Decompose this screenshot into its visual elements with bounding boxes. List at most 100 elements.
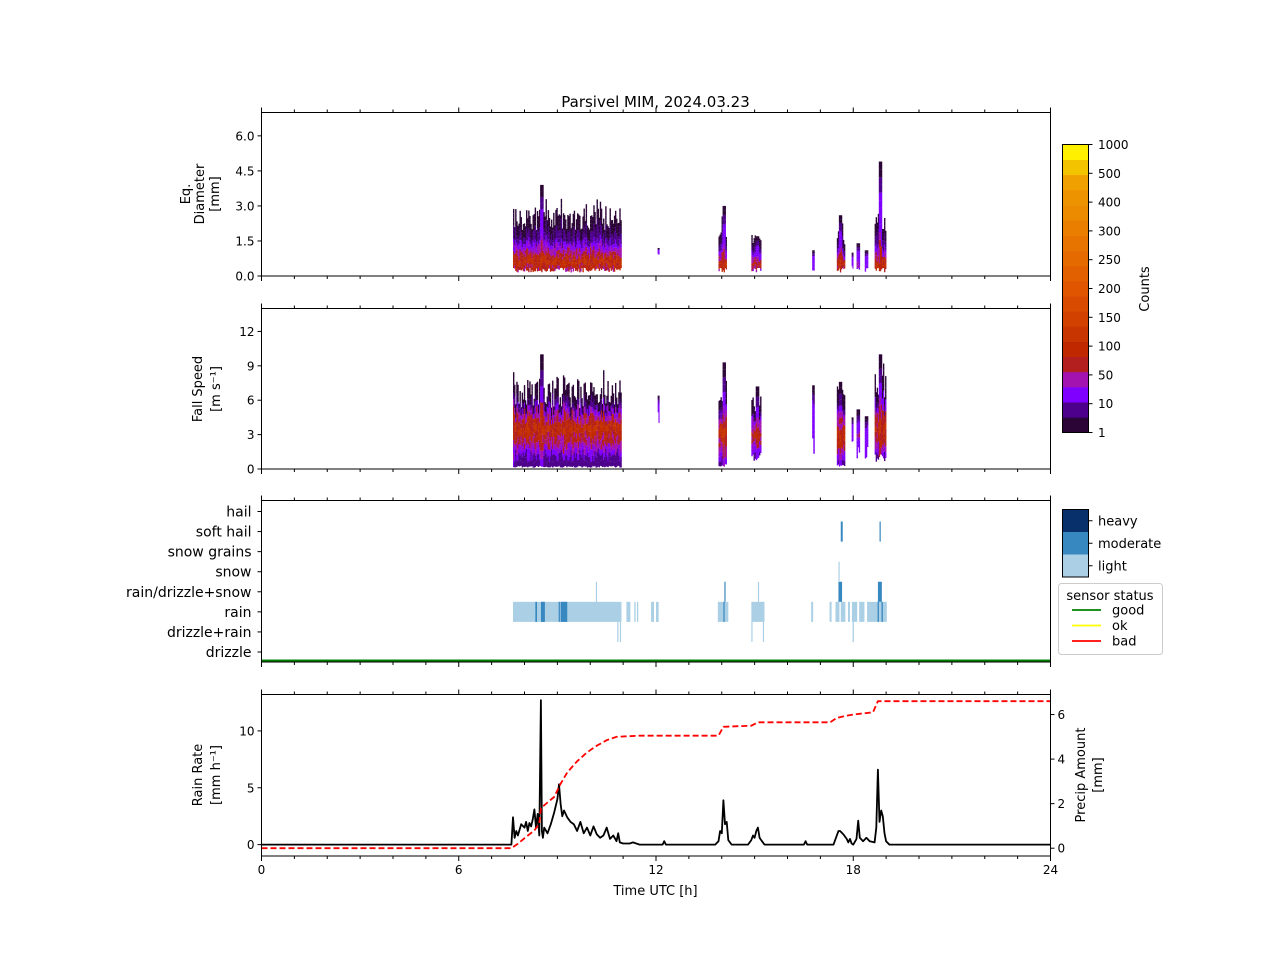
heatmap-cell: [516, 381, 518, 388]
heatmap-cell: [608, 234, 610, 238]
heatmap-cell: [838, 424, 841, 431]
heatmap-cell: [520, 461, 522, 466]
heatmap-cell: [578, 399, 580, 406]
heatmap-cell: [885, 405, 887, 412]
heatmap-cell: [555, 260, 557, 265]
heatmap-cell: [591, 246, 593, 251]
heatmap-cell: [724, 391, 726, 399]
heatmap-cell: [572, 213, 575, 218]
heatmap-cell: [721, 267, 723, 272]
heatmap-cell: [842, 439, 845, 445]
heatmap-cell: [604, 462, 606, 468]
heatmap-cell: [755, 418, 758, 424]
heatmap-cell: [613, 219, 616, 224]
heatmap-cell: [588, 229, 591, 233]
heatmap-cell: [558, 422, 560, 427]
heatmap-cell: [587, 268, 590, 272]
y2-tick-label: 6: [1058, 708, 1066, 722]
heatmap-cell: [599, 216, 602, 221]
heatmap-cell: [549, 397, 552, 404]
heatmap-cell: [585, 213, 588, 219]
heatmap-cell: [528, 416, 530, 422]
heatmap-cell: [852, 256, 854, 258]
heatmap-cell: [878, 177, 881, 186]
heatmap-cell: [604, 229, 606, 233]
heatmap-cell: [720, 441, 722, 447]
heatmap-cell: [813, 434, 815, 440]
heatmap-cell: [557, 409, 559, 417]
heatmap-cell: [582, 406, 584, 411]
heatmap-cell: [545, 219, 547, 226]
heatmap-cell: [536, 423, 539, 431]
heatmap-cell: [578, 233, 580, 238]
heatmap-cell: [531, 413, 533, 420]
heatmap-cell: [874, 259, 876, 263]
heatmap-cell: [557, 460, 559, 467]
heatmap-cell: [877, 427, 880, 432]
heatmap-cell: [842, 394, 845, 400]
heatmap-cell: [876, 407, 879, 413]
heatmap-cell: [524, 405, 527, 410]
heatmap-cell: [881, 265, 884, 269]
heatmap-cell: [565, 223, 567, 227]
heatmap-cell: [512, 426, 515, 434]
heatmap-cell: [591, 413, 593, 420]
heatmap-cell: [611, 234, 614, 238]
heatmap-cell: [718, 424, 720, 429]
heatmap-cell: [609, 255, 611, 260]
heatmap-cell: [851, 420, 853, 423]
heatmap-cell: [607, 442, 609, 449]
heatmap-cell: [518, 435, 520, 440]
heatmap-cell: [813, 259, 815, 261]
heatmap-cell: [591, 455, 593, 462]
heatmap-cell: [530, 237, 532, 242]
diameter-ylabel-2: Diameter: [193, 163, 208, 224]
heatmap-cell: [520, 423, 522, 429]
heatmap-cell: [557, 447, 559, 454]
heatmap-cell: [547, 214, 550, 219]
heatmap-cell: [587, 234, 590, 238]
heatmap-cell: [552, 233, 554, 237]
heatmap-cell: [618, 439, 620, 445]
heatmap-cell: [590, 235, 592, 240]
heatmap-cell: [604, 253, 606, 257]
heatmap-cell: [578, 218, 580, 223]
heatmap-cell: [523, 420, 526, 427]
heatmap-cell: [584, 237, 586, 242]
heatmap-cell: [590, 227, 592, 232]
heatmap-cell: [616, 432, 618, 438]
heatmap-cell: [879, 382, 882, 391]
heatmap-cell: [857, 420, 860, 423]
heatmap-cell: [573, 452, 576, 458]
heatmap-cell: [838, 448, 841, 455]
heatmap-cell: [578, 265, 580, 269]
heatmap-cell: [535, 448, 538, 455]
heatmap-cell: [874, 385, 876, 392]
heatmap-cell: [885, 266, 887, 270]
heatmap-cell: [610, 263, 613, 268]
heatmap-cell: [563, 440, 566, 448]
heatmap-cell: [592, 220, 594, 225]
heatmap-cell: [720, 247, 722, 251]
heatmap-cell: [837, 236, 840, 240]
heatmap-cell: [618, 229, 620, 233]
heatmap-cell: [601, 246, 604, 250]
heatmap-cell: [723, 248, 725, 254]
heatmap-cell: [812, 250, 814, 252]
heatmap-cell: [533, 258, 535, 263]
heatmap-cell: [522, 267, 525, 272]
heatmap-cell: [612, 227, 615, 231]
heatmap-cell: [542, 238, 544, 245]
heatmap-cell: [517, 396, 519, 403]
heatmap-cell: [844, 249, 846, 252]
heatmap-cell: [658, 251, 660, 252]
heatmap-cell: [539, 440, 541, 448]
heatmap-cell: [605, 247, 607, 253]
heatmap-cell: [568, 388, 570, 395]
heatmap-cell: [560, 415, 563, 420]
heatmap-cell: [559, 442, 562, 448]
heatmap-cell: [529, 223, 531, 228]
heatmap-cell: [535, 400, 538, 407]
heatmap-cell: [559, 452, 562, 458]
heatmap-cell: [586, 248, 589, 252]
